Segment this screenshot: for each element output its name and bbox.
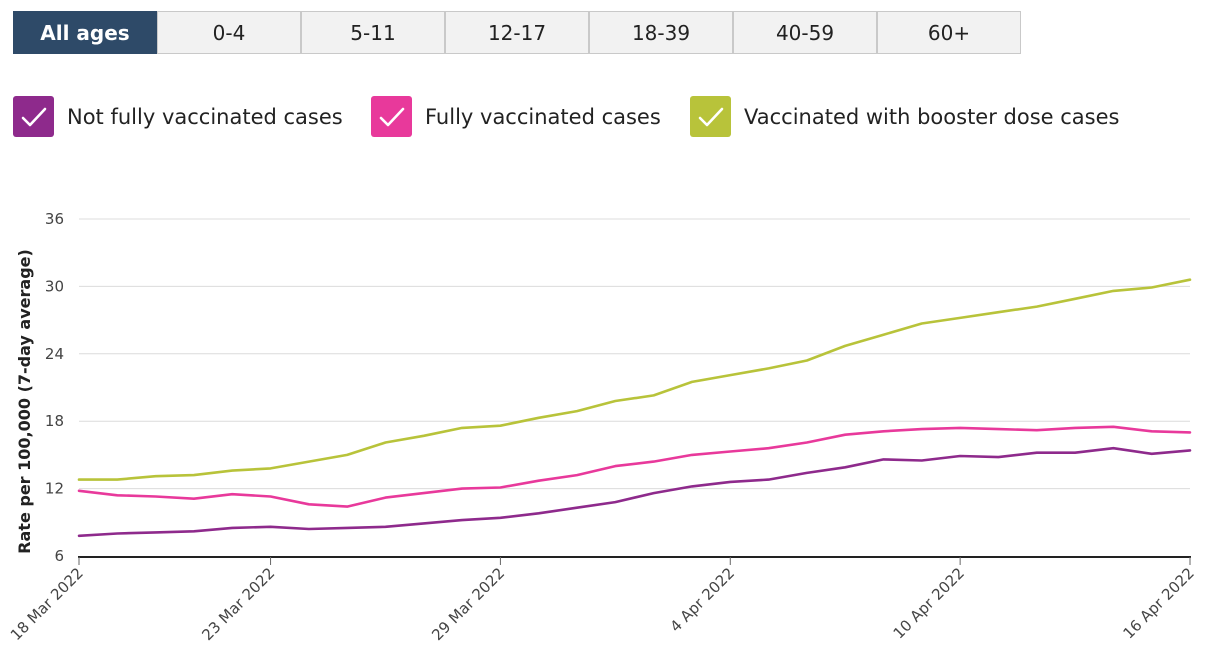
y-tick-label: 12 <box>45 480 64 498</box>
chart-legend: Not fully vaccinated cases Fully vaccina… <box>13 96 1213 138</box>
gridlines <box>79 218 1190 490</box>
series-line-3 <box>77 278 1192 481</box>
x-tick-label: 23 Mar 2022 <box>198 564 278 644</box>
tab-5-11[interactable]: 5-11 <box>301 11 445 54</box>
y-axis-label: Rate per 100,000 (7-day average) <box>15 249 34 554</box>
y-tick-label: 30 <box>45 277 64 295</box>
y-tick-label: 18 <box>45 412 64 430</box>
tab-0-4[interactable]: 0-4 <box>157 11 301 54</box>
legend-label: Vaccinated with booster dose cases <box>744 104 1120 129</box>
tab-12-17[interactable]: 12-17 <box>445 11 589 54</box>
tab-all-ages[interactable]: All ages <box>13 11 157 54</box>
tab-18-39[interactable]: 18-39 <box>589 11 733 54</box>
tab-60-plus[interactable]: 60+ <box>877 11 1021 54</box>
y-tick-label: 24 <box>45 345 64 363</box>
tab-40-59[interactable]: 40-59 <box>733 11 877 54</box>
axes: 6 12 18 24 30 36 18 Mar 2022 23 Mar 2022 29 Mar … <box>7 210 1198 644</box>
check-icon <box>21 107 46 126</box>
legend-item-booster-dose[interactable]: Vaccinated with booster dose cases <box>690 96 1119 137</box>
legend-checkbox-not-fully-vaccinated[interactable] <box>13 96 54 137</box>
legend-checkbox-fully-vaccinated[interactable] <box>371 96 412 137</box>
y-tick-label: 6 <box>54 547 64 565</box>
legend-item-not-fully-vaccinated[interactable]: Not fully vaccinated cases <box>13 96 343 137</box>
x-tick-label: 29 Mar 2022 <box>428 564 508 644</box>
series-lines <box>77 278 1192 538</box>
y-tick-label: 36 <box>45 210 64 228</box>
x-tick-label: 10 Apr 2022 <box>890 564 968 642</box>
check-icon <box>698 107 723 126</box>
series-line-2 <box>77 425 1192 508</box>
legend-label: Not fully vaccinated cases <box>67 104 343 129</box>
x-tick-label: 4 Apr 2022 <box>667 564 739 636</box>
x-tick-label: 16 Apr 2022 <box>1120 564 1198 642</box>
series-line-1 <box>77 446 1192 538</box>
legend-label: Fully vaccinated cases <box>425 104 661 129</box>
legend-checkbox-booster-dose[interactable] <box>690 96 731 137</box>
x-tick-label: 18 Mar 2022 <box>7 564 87 644</box>
age-group-tabs: All ages 0-4 5-11 12-17 18-39 40-59 60+ <box>13 11 1021 54</box>
legend-item-fully-vaccinated[interactable]: Fully vaccinated cases <box>371 96 661 137</box>
check-icon <box>379 107 404 126</box>
